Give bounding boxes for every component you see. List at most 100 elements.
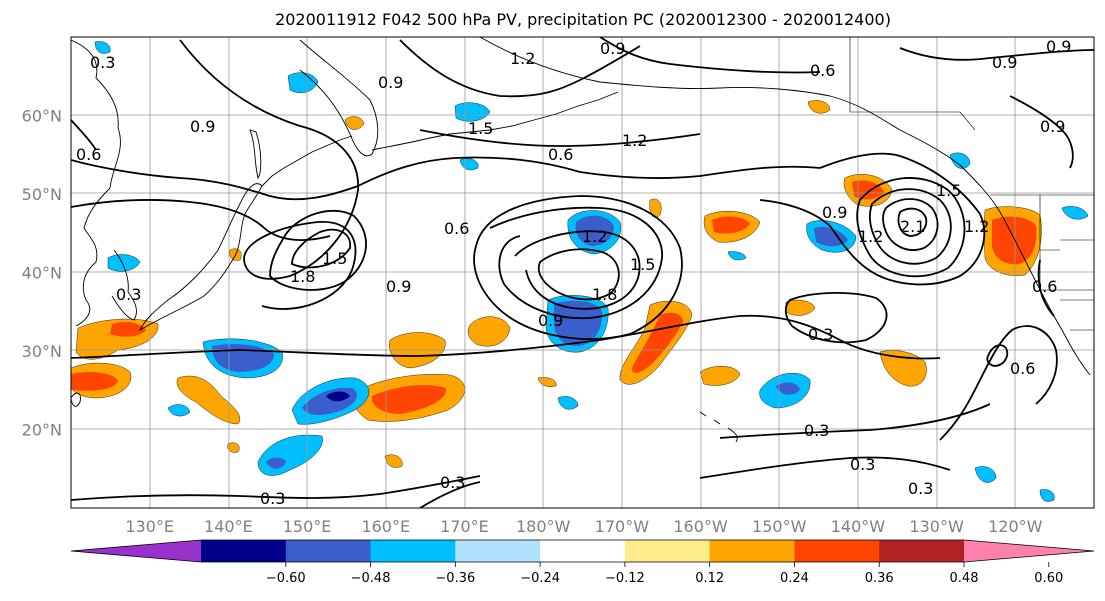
colorbar-segment (455, 540, 541, 562)
precip-positive-patch (110, 322, 146, 337)
pv-contour-labels: 0.9 0.9 0.6 0.9 0.9 1.5 1.2 0.6 1.2 0.3 … (76, 37, 1071, 508)
precip-negative-patch (814, 226, 848, 247)
contour-label: 0.9 (1046, 37, 1071, 56)
colorbar-segment (370, 540, 456, 562)
kuril-islands (261, 135, 353, 187)
precip-positive-patch (71, 372, 118, 391)
precip-negative-patch (554, 300, 603, 346)
longitude-label: 150°E (283, 517, 332, 536)
precip-negative-patch (167, 404, 191, 417)
pv-contour (869, 188, 952, 265)
pv-contour (419, 129, 701, 147)
precip-positive-patch (992, 216, 1037, 265)
contour-label: 0.6 (1010, 359, 1035, 378)
pv-contour (599, 37, 821, 74)
colorbar-tick-label: 0.48 (950, 571, 979, 586)
longitude-label: 150°W (752, 517, 807, 536)
colorbar-segment (879, 540, 965, 562)
aleutian-islands (371, 91, 619, 151)
contour-label: 0.9 (992, 53, 1017, 72)
map-background (71, 37, 1094, 508)
contour-label: 1.2 (622, 131, 647, 150)
contour-label: 0.3 (260, 489, 285, 508)
colorbar-tick-label: −0.24 (520, 571, 560, 586)
pv-contour (419, 481, 481, 508)
contour-label: 0.3 (90, 53, 115, 72)
contour-label: 0.9 (386, 277, 411, 296)
kamchatka-coastline (299, 39, 379, 157)
longitude-label: 140°W (831, 517, 886, 536)
north-america-coastline (999, 211, 1091, 376)
latitude-label: 50°N (22, 185, 62, 204)
precip-negative-patch (94, 41, 111, 54)
korea-coastline (111, 249, 137, 321)
map-frame (70, 36, 1095, 509)
hawaii-islands (699, 411, 738, 443)
pv-contour (399, 39, 641, 98)
contour-label: 0.3 (908, 479, 933, 498)
pv-contour (759, 152, 986, 286)
contour-label: 1.5 (322, 249, 347, 268)
coastlines (71, 37, 1094, 443)
precip-positive-patch (712, 216, 750, 234)
contour-label: 0.9 (1040, 117, 1065, 136)
colorbar-tick-label: −0.60 (266, 571, 306, 586)
colorbar-segment (709, 540, 795, 562)
colorbar-tick-label: 0.12 (695, 571, 724, 586)
contour-label: 0.9 (600, 39, 625, 58)
precip-negative-patch (287, 72, 319, 93)
precip-negative-patch (107, 254, 141, 272)
colorbar-tick-label: −0.12 (605, 571, 645, 586)
contour-label: 0.9 (822, 203, 847, 222)
precip-positive-patch (879, 350, 927, 387)
longitude-label: 140°E (204, 517, 253, 536)
colorbar-segment (624, 540, 711, 562)
contour-label: 2.1 (900, 217, 925, 236)
pv-contour (71, 199, 331, 241)
pv-contour (899, 47, 1094, 61)
colorbar-segment (201, 540, 287, 562)
pv-contour (784, 292, 888, 344)
pv-contour (71, 156, 821, 201)
contour-label: 1.5 (630, 255, 655, 274)
contour-label: 0.9 (190, 117, 215, 136)
precip-positive-patch (344, 116, 365, 130)
pv-contour (71, 119, 97, 151)
pv-contour (897, 207, 928, 237)
colorbar-segment (285, 540, 372, 562)
precip-negative-patch (776, 382, 800, 395)
precip-positive-patch (467, 316, 511, 347)
colorbar: −0.60 −0.48 −0.36 −0.24 −0.12 0.12 0.24 0.36 0.4… (70, 539, 1095, 586)
canada-us-border (849, 37, 1094, 196)
precip-shading (71, 41, 1089, 502)
colorbar-tick-label: 0.24 (780, 571, 809, 586)
colorbar-extend-high (964, 540, 1094, 562)
pv-contour (269, 209, 367, 291)
precip-negative-patch (326, 391, 350, 402)
precip-positive-patch (852, 180, 884, 200)
precip-positive-patch (785, 299, 816, 316)
sakhalin-coastline (249, 129, 262, 180)
pv-contour (291, 228, 351, 269)
contour-label: 0.3 (440, 473, 465, 492)
precip-negative-patch (949, 152, 971, 169)
longitude-label: 180°W (516, 517, 571, 536)
alaska-coastline (479, 37, 1001, 213)
precip-positive-patch (807, 100, 831, 114)
longitude-labels: 130°E 140°E 150°E 160°E 170°E 180°W 170°W 160°W… (125, 517, 1042, 536)
precip-negative-patch (1039, 489, 1055, 502)
longitude-label: 160°W (673, 517, 728, 536)
pv-contour (939, 325, 1058, 441)
precip-negative-patch (266, 457, 286, 469)
pv-contour (537, 248, 620, 301)
precip-negative-patch (459, 158, 479, 171)
pv-contour (473, 195, 683, 340)
gridlines (71, 37, 1094, 508)
contour-label: 0.9 (378, 73, 403, 92)
precip-positive-patch (176, 375, 241, 425)
contour-label: 1.8 (290, 267, 315, 286)
colorbar-tick-label: 0.36 (865, 571, 894, 586)
contour-label: 0.3 (850, 455, 875, 474)
contour-label: 0.6 (76, 145, 101, 164)
